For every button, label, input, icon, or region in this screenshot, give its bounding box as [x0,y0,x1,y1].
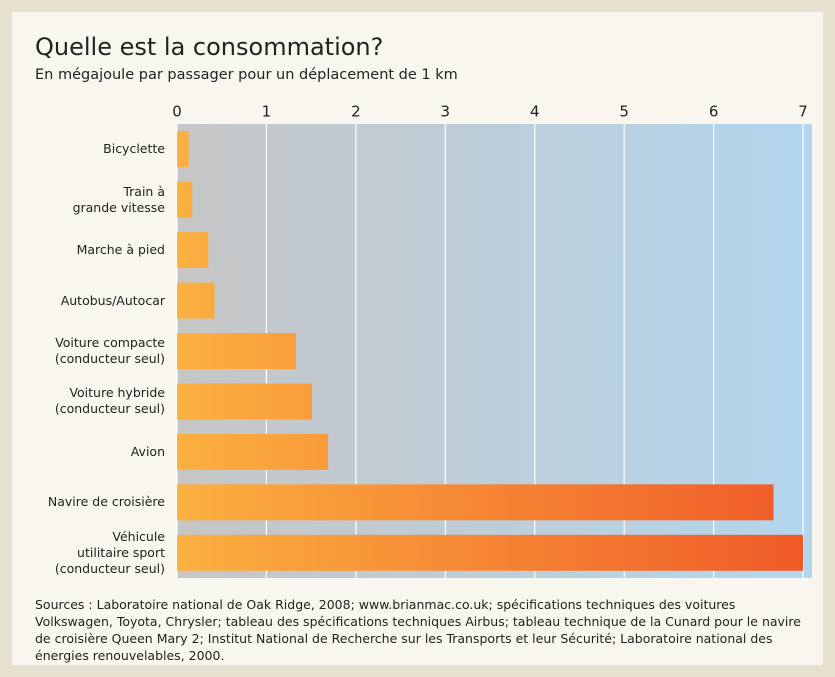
x-tick-label: 5 [619,103,629,121]
category-label: Voiture compacte (conducteur seul) [54,335,165,366]
category-label: Marche à pied [76,242,165,258]
category-label: Autobus/Autocar [60,292,165,308]
bar [177,433,329,470]
bar [177,534,804,571]
category-label: Véhicule utilitaire sport (conducteur se… [54,528,165,576]
bar [177,131,189,168]
x-tick-label: 3 [441,103,451,121]
bar [177,232,209,269]
x-tick-label: 4 [530,103,540,121]
x-tick-label: 7 [798,103,808,121]
bar [177,333,296,369]
chart-title: Quelle est la consommation? [35,33,384,61]
bar [177,181,193,218]
bar [177,282,215,319]
category-label: Avion [130,443,165,459]
bar [177,383,313,420]
category-label: Bicyclette [103,141,165,157]
source-note: Sources : Laboratoire national de Oak Ri… [35,597,801,663]
category-label: Navire de croisière [47,494,165,510]
category-label: Train à grande vitesse [72,183,165,215]
x-tick-label: 6 [709,103,719,121]
chart-subtitle: En mégajoule par passager pour un déplac… [35,67,458,83]
category-label: Voiture hybride (conducteur seul) [54,385,165,417]
x-tick-label: 2 [351,103,361,121]
bar [177,484,774,521]
x-tick-label: 1 [262,103,272,121]
x-tick-label: 0 [172,103,182,121]
